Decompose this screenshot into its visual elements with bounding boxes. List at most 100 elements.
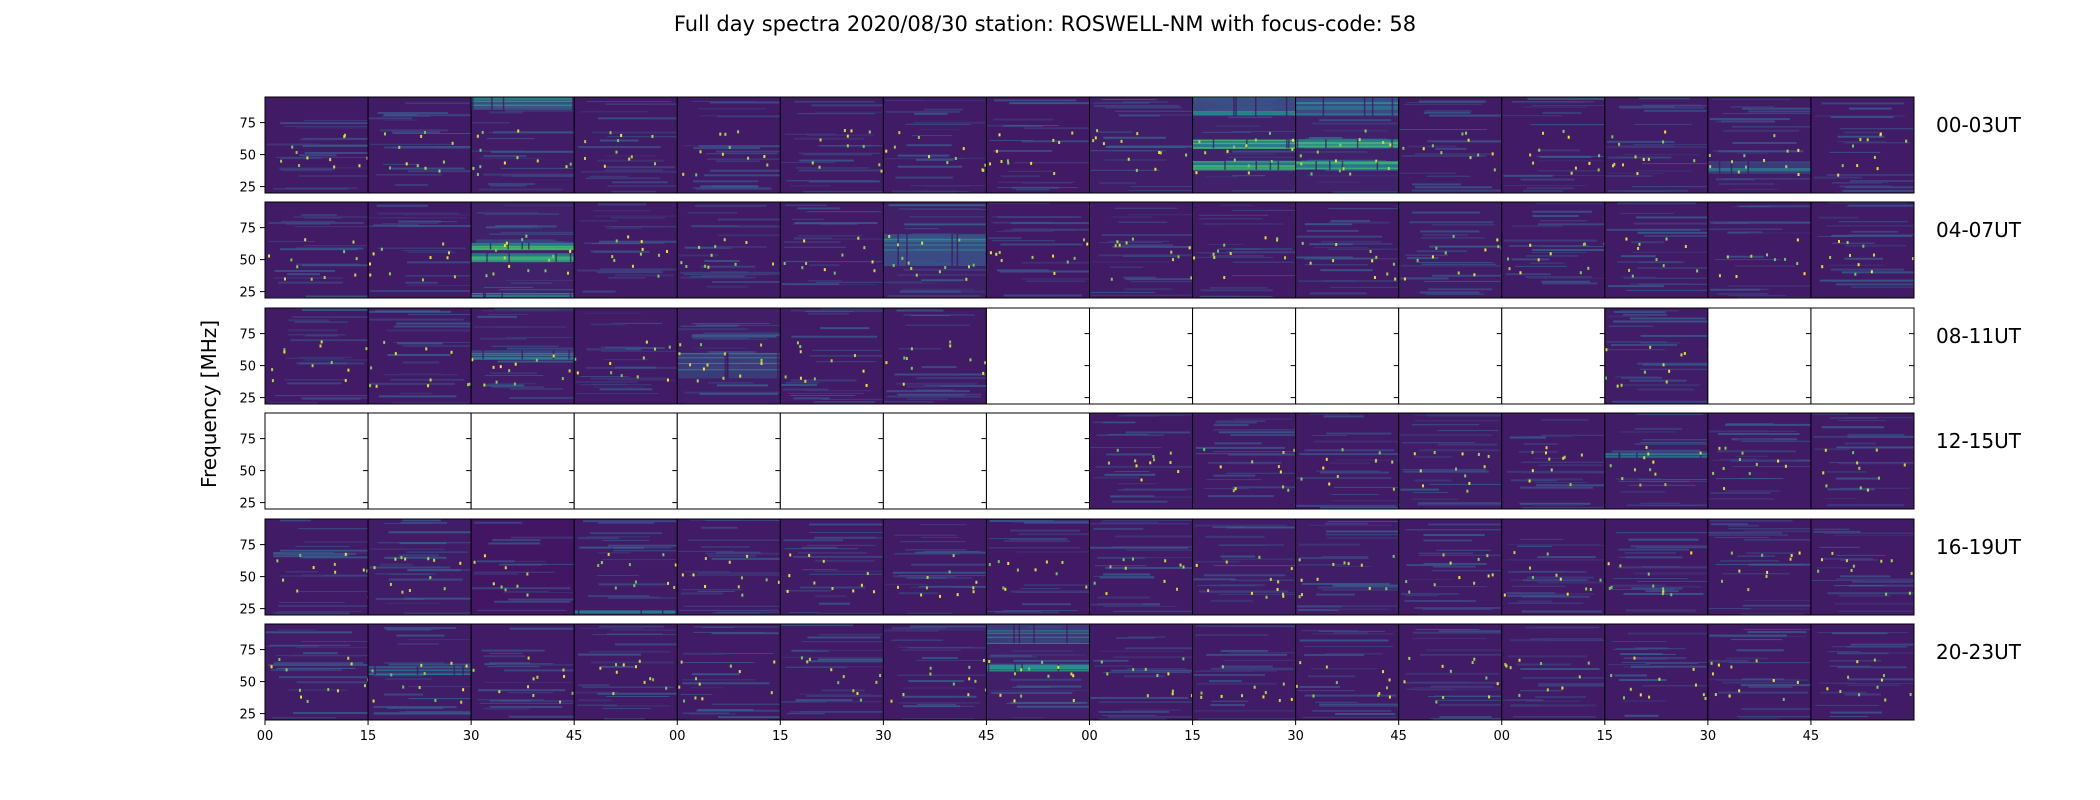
- spectrum-streak: [1615, 478, 1661, 480]
- signal-burst: [600, 561, 603, 565]
- signal-burst: [280, 159, 283, 163]
- spectrum-streak: [1627, 504, 1708, 506]
- spectrogram-panel: [264, 518, 369, 616]
- signal-burst: [526, 572, 529, 576]
- spectrum-streak: [1607, 285, 1664, 288]
- signal-burst: [1648, 695, 1651, 699]
- signal-burst: [1750, 254, 1753, 258]
- spectrum-streak: [892, 575, 957, 578]
- spectrum-streak: [1520, 471, 1586, 474]
- spectrum-streak: [1302, 716, 1397, 718]
- spectrum-streak: [1606, 228, 1701, 231]
- x-tick-label: 30: [1287, 729, 1304, 744]
- spectrum-streak: [502, 175, 575, 177]
- spectrum-streak: [1709, 519, 1793, 522]
- spectrum-streak: [1844, 142, 1910, 144]
- spectrum-streak: [1118, 415, 1158, 417]
- signal-burst: [1154, 167, 1157, 171]
- spectrum-streak: [699, 274, 781, 276]
- signal-burst: [969, 358, 972, 362]
- spectrum-streak: [802, 546, 837, 549]
- spectrogram-panel: [1810, 96, 1915, 194]
- row-label: 20-23UT: [1936, 640, 2022, 664]
- signal-burst: [1258, 555, 1261, 559]
- spectrum-streak: [1195, 446, 1285, 449]
- spectrum-streak: [408, 314, 472, 316]
- emission-band-line: [1192, 169, 1296, 171]
- signal-burst: [427, 557, 430, 561]
- spectrum-streak: [1740, 708, 1811, 711]
- spectrum-streak: [613, 226, 678, 228]
- spectrum-streak: [1220, 649, 1269, 652]
- spectrogram-image: [471, 202, 575, 298]
- spectrum-streak: [265, 631, 352, 634]
- spectrogram-image: [1295, 202, 1399, 298]
- spectrum-streak: [489, 184, 527, 187]
- spectrum-streak: [1635, 170, 1693, 172]
- spectrum-streak: [1327, 520, 1399, 522]
- spectrum-streak: [999, 270, 1090, 273]
- signal-burst: [614, 586, 617, 590]
- signal-burst: [354, 273, 357, 277]
- spectrum-streak: [399, 373, 442, 375]
- spectrum-streak: [1837, 135, 1885, 138]
- spectrum-streak: [604, 166, 676, 169]
- signal-burst: [1684, 244, 1687, 248]
- signal-burst: [344, 552, 347, 556]
- signal-burst: [420, 663, 423, 667]
- emission-band-line: [574, 610, 678, 612]
- signal-burst: [347, 656, 350, 660]
- signal-burst: [1796, 238, 1799, 242]
- spectrum-streak: [911, 563, 987, 566]
- spectrum-streak: [1323, 129, 1388, 132]
- signal-burst: [1912, 257, 1914, 261]
- spectrum-streak: [303, 245, 367, 247]
- spectrum-streak: [1727, 231, 1763, 234]
- spectrum-streak: [279, 676, 369, 679]
- spectrum-streak: [697, 108, 766, 110]
- spectrum-streak: [1111, 216, 1152, 218]
- spectrum-streak: [1111, 669, 1193, 672]
- spectrum-streak: [1103, 605, 1177, 607]
- signal-burst: [683, 699, 686, 703]
- signal-burst: [1773, 258, 1776, 262]
- spectrum-streak: [1708, 608, 1751, 610]
- signal-burst: [1086, 242, 1089, 246]
- signal-burst: [888, 234, 891, 238]
- signal-burst: [400, 556, 403, 560]
- spectrum-streak: [1418, 552, 1473, 554]
- spectrum-streak: [392, 402, 472, 404]
- signal-burst: [1634, 155, 1637, 159]
- signal-burst: [1559, 577, 1562, 581]
- spectrum-streak: [1709, 118, 1790, 121]
- signal-burst: [915, 273, 918, 277]
- spectrum-streak: [715, 551, 761, 554]
- band-gap: [987, 663, 990, 672]
- spectrogram-background: [1501, 413, 1605, 509]
- signal-burst: [1529, 566, 1532, 570]
- spectrum-streak: [1642, 566, 1681, 568]
- signal-burst: [1484, 248, 1487, 252]
- spectrum-streak: [1842, 189, 1914, 192]
- band-gap: [1285, 97, 1288, 117]
- spectrum-streak: [1306, 175, 1399, 177]
- spectrum-streak: [712, 612, 761, 614]
- signal-burst: [371, 669, 374, 673]
- spectrogram-image: [986, 97, 1090, 193]
- spectrum-streak: [1208, 680, 1242, 683]
- spectrogram-panel: [779, 307, 884, 405]
- spectrogram-panel: [470, 96, 575, 194]
- signal-burst: [1240, 694, 1243, 698]
- band-gap: [1718, 161, 1721, 174]
- signal-burst: [609, 131, 612, 135]
- spectrum-streak: [1121, 244, 1173, 247]
- spectrum-streak: [1195, 252, 1279, 254]
- signal-burst: [1658, 677, 1661, 681]
- spectrum-streak: [695, 204, 767, 207]
- signal-burst: [1082, 238, 1085, 242]
- signal-burst: [1435, 700, 1438, 704]
- signal-burst: [1299, 154, 1302, 158]
- spectrum-streak: [276, 667, 355, 669]
- spectrum-streak: [692, 338, 750, 340]
- signal-burst: [1670, 593, 1673, 597]
